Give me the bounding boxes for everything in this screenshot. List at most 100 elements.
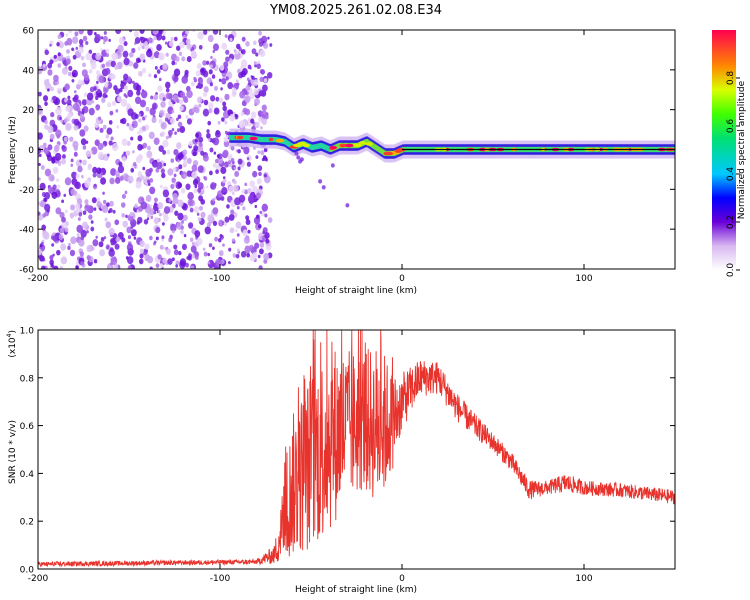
spectrogram-noise-cell (179, 258, 187, 267)
spectrogram-noise-cell (179, 41, 185, 49)
spectrogram-noise-cell (70, 188, 76, 196)
spectrogram-noise-cell (75, 265, 79, 269)
spectrogram-noise-cell (102, 191, 105, 195)
spectrogram-noise-cell (262, 227, 268, 234)
spectrogram-noise-cell (237, 166, 241, 171)
spectrogram-noise-cell (137, 143, 143, 151)
spectrogram-noise-cell (257, 254, 261, 259)
spectrogram-noise-cell (225, 56, 230, 62)
spectrogram-noise-cell (86, 244, 93, 253)
spectrogram-noise-cell (57, 184, 61, 189)
spectrogram-noise-cell (57, 52, 61, 57)
spectrogram-noise-cell (246, 161, 252, 167)
spectrogram-noise-cell (162, 30, 166, 36)
spectrogram-noise-cell (127, 175, 134, 184)
spectrogram-noise-cell (98, 75, 105, 84)
spectrogram-noise-cell (186, 256, 190, 260)
spectrogram-noise-cell (154, 197, 158, 203)
spectrogram-noise-cell (61, 216, 66, 223)
spectrogram-noise-cell (216, 154, 220, 158)
spectrogram-noise-cell (65, 65, 68, 69)
spectrogram-noise-cell (107, 210, 111, 214)
spectrogram-noise-cell (208, 170, 213, 176)
spectrogram-noise-cell (193, 76, 197, 81)
spectrogram-noise-cell (244, 245, 251, 254)
spectrogram-noise-cell (207, 120, 212, 126)
spectrogram-noise-cell (143, 219, 149, 225)
spectrogram-noise-cell (186, 90, 193, 99)
spectrogram-noise-cell (224, 130, 228, 135)
spectrogram-noise-cell (213, 151, 217, 155)
spectrogram-noise-cell (196, 212, 200, 216)
spectrogram-noise-cell (165, 52, 169, 57)
spectrogram-noise-cell (93, 86, 97, 91)
spectrogram-noise-cell (215, 258, 222, 267)
spectrogram-noise-cell (104, 82, 109, 88)
spectrogram-noise-cell (105, 48, 110, 54)
spectrogram-noise-cell (144, 44, 150, 51)
spectrogram-noise-cell (176, 128, 181, 133)
spectrogram-noise-cell (261, 104, 267, 112)
spectrogram-noise-cell (165, 81, 171, 89)
spectrogram-noise-cell (67, 95, 71, 100)
spectrogram-noise-cell (69, 249, 76, 257)
spectrogram-noise-cell (171, 60, 176, 66)
spectrogram-noise-cell (47, 186, 54, 194)
spectrogram-noise-cell (70, 204, 76, 211)
spectrogram-noise-cell (179, 125, 186, 134)
spectrogram-noise-cell (101, 63, 106, 69)
spectrogram-noise-cell (133, 62, 139, 69)
spectrogram-noise-cell (219, 64, 225, 71)
spectrogram-noise-cell (210, 184, 214, 189)
spectrogram-peak-cell (329, 145, 337, 150)
spectrogram-noise-cell (126, 122, 130, 127)
spectrogram-noise-cell (136, 90, 141, 96)
spectrogram-noise-cell (141, 125, 146, 131)
spectrogram-noise-cell (224, 216, 230, 223)
spectrogram-noise-cell (242, 68, 248, 76)
spectrogram-noise-cell (40, 164, 45, 170)
spectrogram-noise-cell (151, 102, 158, 110)
spectrogram-noise-cell (98, 116, 102, 121)
spectrogram-noise-cell (122, 50, 129, 58)
x-tick-label: 0 (399, 574, 405, 584)
spectrogram-noise-cell (64, 227, 69, 233)
spectrogram-noise-cell (72, 36, 79, 44)
spectrogram-noise-cell (253, 88, 259, 96)
spectrogram-noise-cell (56, 87, 63, 95)
spectrogram-noise-cell (77, 165, 83, 173)
spectrogram-noise-cell (110, 136, 114, 141)
spectrogram-noise-cell (61, 154, 66, 160)
spectrogram-noise-cell (241, 48, 246, 55)
spectrogram-noise-cell (137, 171, 143, 177)
spectrogram-noise-cell (208, 243, 213, 248)
spectrogram-noise-cell (147, 48, 152, 53)
spectrogram-noise-cell (213, 85, 219, 91)
spectrogram-noise-cell (135, 57, 141, 64)
spectrogram-noise-cell (44, 124, 49, 130)
spectrogram-noise-cell (212, 137, 220, 146)
spectrogram-noise-cell (254, 204, 258, 209)
spectrogram-noise-cell (224, 34, 228, 38)
spectrogram-noise-cell (233, 184, 239, 193)
spectrogram-noise-cell (222, 243, 225, 247)
spectrogram-noise-cell (123, 93, 127, 97)
spectrogram-noise-cell (65, 58, 71, 65)
spectrogram-noise-cell (260, 110, 268, 119)
spectrogram-noise-cell (170, 36, 174, 41)
spectrogram-noise-cell (94, 183, 97, 187)
spectrogram-noise-cell (212, 43, 220, 51)
spectrogram-noise-cell (129, 51, 134, 58)
spectrogram-noise-cell (88, 107, 95, 116)
spectrogram-noise-cell (71, 78, 75, 83)
spectrogram-noise-cell (246, 157, 250, 161)
spectrogram-noise-cell (221, 42, 228, 50)
spectrogram-noise-cell (147, 179, 151, 184)
spectrogram-noise-cell (111, 100, 117, 107)
spectrogram-noise-cell (98, 241, 104, 248)
spectrogram-noise-cell (56, 249, 61, 256)
spectrogram-noise-cell (200, 211, 206, 219)
spectrogram-noise-cell (137, 154, 143, 161)
spectrogram-noise-cell (137, 216, 143, 224)
spectrogram-noise-cell (103, 35, 108, 42)
